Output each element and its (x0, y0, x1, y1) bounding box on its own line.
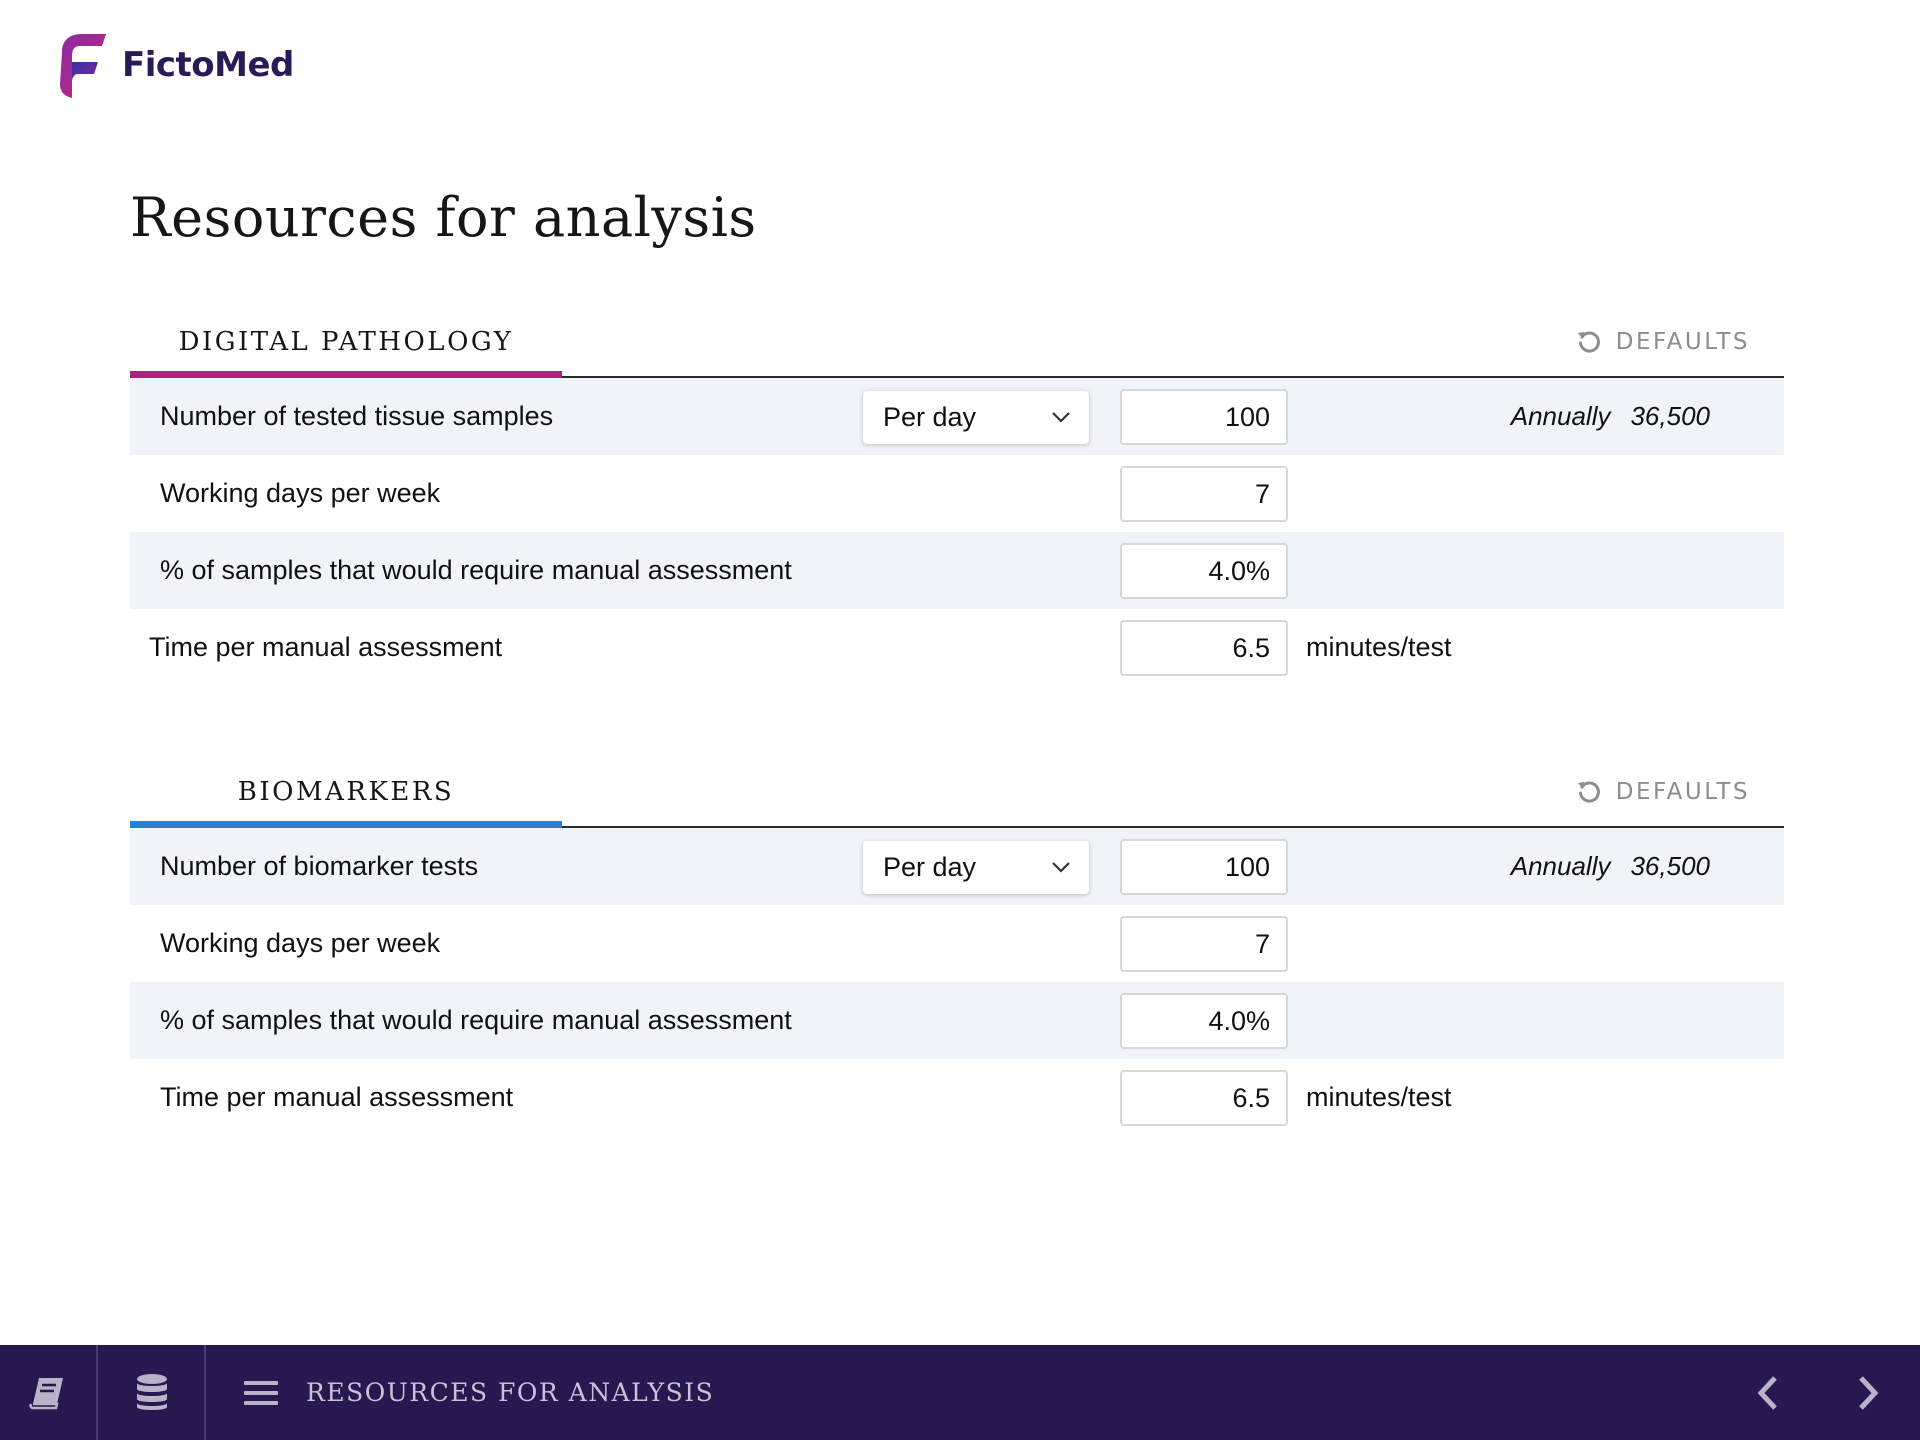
row-label: Working days per week (160, 928, 441, 958)
brand-name: FictoMed (122, 45, 294, 85)
menu-icon (244, 1380, 278, 1405)
row-working-days: Working days per week (130, 455, 1784, 532)
row-tested-tissue-samples: Number of tested tissue samples Per day … (130, 378, 1784, 455)
annual-total: Annually 36,500 (1511, 378, 1710, 455)
row-label: % of samples that would require manual a… (160, 555, 792, 585)
defaults-label: DEFAULTS (1615, 329, 1750, 355)
section-tab: BIOMARKERS (130, 758, 562, 828)
section-digital-pathology: DIGITAL PATHOLOGY DEFAULTS Number of tes… (130, 308, 1784, 686)
row-manual-assessment-percent: % of samples that would require manual a… (130, 982, 1784, 1059)
period-select[interactable]: Per day (863, 841, 1089, 894)
current-page-menu[interactable]: RESOURCES FOR ANALYSIS (244, 1345, 714, 1440)
chevron-down-icon (1052, 862, 1070, 873)
section-header: BIOMARKERS DEFAULTS (130, 758, 1784, 828)
unit-label: minutes/test (1306, 632, 1452, 662)
time-per-assessment-input[interactable] (1120, 620, 1288, 676)
bottom-nav-bar: RESOURCES FOR ANALYSIS (0, 1345, 1920, 1440)
row-label: % of samples that would require manual a… (160, 1005, 792, 1035)
annual-label: Annually (1510, 401, 1611, 431)
chevron-left-icon (1757, 1375, 1777, 1410)
defaults-button[interactable]: DEFAULTS (1576, 772, 1750, 812)
row-label: Working days per week (160, 478, 441, 508)
defaults-button[interactable]: DEFAULTS (1576, 322, 1750, 362)
current-page-label: RESOURCES FOR ANALYSIS (306, 1378, 715, 1407)
row-biomarker-tests: Number of biomarker tests Per day Annual… (130, 828, 1784, 905)
time-per-assessment-input[interactable] (1120, 1070, 1288, 1126)
database-button[interactable] (100, 1345, 206, 1440)
fictomed-logo-icon (60, 34, 106, 98)
row-label: Number of tested tissue samples (160, 401, 554, 431)
row-time-per-assessment: Time per manual assessment minutes/test (130, 609, 1784, 686)
working-days-input[interactable] (1120, 916, 1288, 972)
chevron-down-icon (1052, 412, 1070, 423)
period-select-value: Per day (883, 402, 977, 432)
period-select-value: Per day (883, 852, 977, 882)
biomarker-tests-input[interactable] (1120, 839, 1288, 895)
tissue-samples-input[interactable] (1120, 389, 1288, 445)
reset-icon (1577, 781, 1600, 803)
manual-assessment-percent-input[interactable] (1120, 543, 1288, 599)
reset-icon (1577, 331, 1600, 353)
annual-value: 36,500 (1630, 401, 1710, 431)
annual-value: 36,500 (1630, 851, 1710, 881)
manual-assessment-percent-input[interactable] (1120, 993, 1288, 1049)
section-tab: DIGITAL PATHOLOGY (130, 308, 562, 378)
row-time-per-assessment: Time per manual assessment minutes/test (130, 1059, 1784, 1136)
section-biomarkers: BIOMARKERS DEFAULTS Number of biomarker … (130, 758, 1784, 1136)
book-button[interactable] (0, 1345, 98, 1440)
annual-total: Annually 36,500 (1511, 828, 1710, 905)
database-icon (137, 1373, 167, 1410)
section-header: DIGITAL PATHOLOGY DEFAULTS (130, 308, 1784, 378)
book-icon (29, 1377, 63, 1409)
page-title: Resources for analysis (130, 186, 757, 249)
row-label: Time per manual assessment (160, 1082, 514, 1112)
defaults-label: DEFAULTS (1615, 779, 1750, 805)
section-title: DIGITAL PATHOLOGY (178, 326, 514, 357)
row-label: Time per manual assessment (149, 632, 503, 662)
section-title: BIOMARKERS (237, 776, 455, 807)
brand[interactable]: FictoMed (54, 32, 294, 98)
row-manual-assessment-percent: % of samples that would require manual a… (130, 532, 1784, 609)
unit-label: minutes/test (1306, 1082, 1452, 1112)
next-page-button[interactable] (1838, 1345, 1898, 1440)
period-select[interactable]: Per day (863, 391, 1089, 444)
working-days-input[interactable] (1120, 466, 1288, 522)
previous-page-button[interactable] (1738, 1345, 1798, 1440)
chevron-right-icon (1859, 1375, 1879, 1410)
annual-label: Annually (1510, 851, 1611, 881)
row-label: Number of biomarker tests (160, 851, 479, 881)
row-working-days: Working days per week (130, 905, 1784, 982)
